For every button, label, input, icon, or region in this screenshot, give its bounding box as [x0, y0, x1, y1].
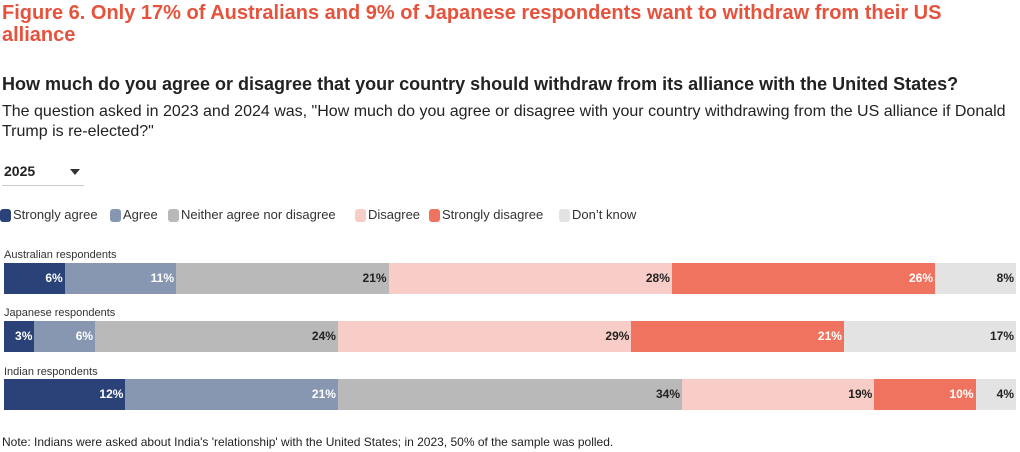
legend-label: Agree — [123, 207, 158, 222]
bar-segment-neither-agree-nor-disagree[interactable] — [337, 379, 683, 410]
data-label: 21% — [817, 329, 842, 343]
chart-note: Note: Indians were asked about India's '… — [2, 435, 614, 449]
bar-segment-neither-agree-nor-disagree[interactable] — [176, 263, 389, 294]
legend-label: Strongly disagree — [442, 207, 544, 222]
data-label: 29% — [605, 329, 630, 343]
data-label: 6% — [75, 329, 94, 343]
bar-segment-disagree[interactable] — [682, 379, 875, 410]
data-label: 6% — [45, 271, 63, 285]
legend-swatch — [355, 209, 366, 222]
legend-swatch — [0, 209, 11, 222]
bar-segment-neither-agree-nor-disagree[interactable] — [95, 321, 338, 352]
year-dropdown-value: 2025 — [4, 163, 36, 179]
chart-title: Figure 6. Only 17% of Australians and 9%… — [2, 2, 942, 46]
bar-segment-strongly-disagree[interactable] — [631, 321, 844, 352]
data-label: 26% — [909, 271, 934, 285]
data-label: 3% — [15, 329, 33, 343]
row-label: Indian respondents — [4, 366, 98, 378]
data-label: 21% — [311, 387, 336, 401]
data-label: 24% — [311, 329, 336, 343]
data-label: 28% — [645, 271, 670, 285]
bar-segment-don-t-know[interactable] — [843, 321, 1016, 352]
bar-segment-strongly-agree[interactable] — [4, 321, 35, 352]
legend-label: Disagree — [368, 207, 421, 222]
bar-segment-agree[interactable] — [64, 263, 177, 294]
legend-label: Neither agree nor disagree — [181, 207, 336, 222]
row-label: Japanese respondents — [4, 307, 116, 319]
year-dropdown[interactable]: 2025 — [2, 161, 84, 186]
bar-segment-don-t-know[interactable] — [935, 263, 1016, 294]
bar-segment-strongly-agree[interactable] — [4, 263, 65, 294]
chart-description: The question asked in 2023 and 2024 was,… — [2, 103, 1006, 140]
data-label: 8% — [996, 271, 1014, 285]
legend-swatch — [429, 209, 440, 222]
bar-segment-strongly-disagree[interactable] — [874, 379, 976, 410]
bar-segment-don-t-know[interactable] — [975, 379, 1016, 410]
bar-segment-strongly-disagree[interactable] — [671, 263, 936, 294]
bar-segment-agree[interactable] — [34, 321, 96, 352]
bar-row-indian-respondents: 12% 21% 34% 19% 10% 4% — [4, 379, 1016, 410]
data-label: 4% — [996, 387, 1014, 401]
data-label: 11% — [150, 271, 175, 285]
data-label: 19% — [848, 387, 873, 401]
legend-label: Don’t know — [572, 207, 637, 222]
bar-segment-disagree[interactable] — [388, 263, 672, 294]
bar-row-japanese-respondents: 3% 6% 24% 29% 21% 17% — [4, 321, 1016, 352]
legend-swatch — [168, 209, 179, 222]
chart-subtitle: How much do you agree or disagree that y… — [2, 74, 959, 94]
legend-swatch — [559, 209, 570, 222]
data-label: 21% — [362, 271, 387, 285]
legend-swatch — [110, 209, 121, 222]
data-label: 10% — [949, 387, 974, 401]
bar-segment-agree[interactable] — [125, 379, 338, 410]
bar-row-australian-respondents: 6% 11% 21% 28% 26% 8% — [4, 263, 1016, 294]
bar-segment-disagree[interactable] — [337, 321, 632, 352]
data-label: 12% — [99, 387, 124, 401]
data-label: 17% — [989, 329, 1014, 343]
data-label: 34% — [656, 387, 681, 401]
legend-label: Strongly agree — [13, 207, 98, 222]
bar-segment-strongly-agree[interactable] — [4, 379, 126, 410]
row-label: Australian respondents — [4, 249, 117, 261]
chevron-down-icon — [70, 169, 80, 175]
